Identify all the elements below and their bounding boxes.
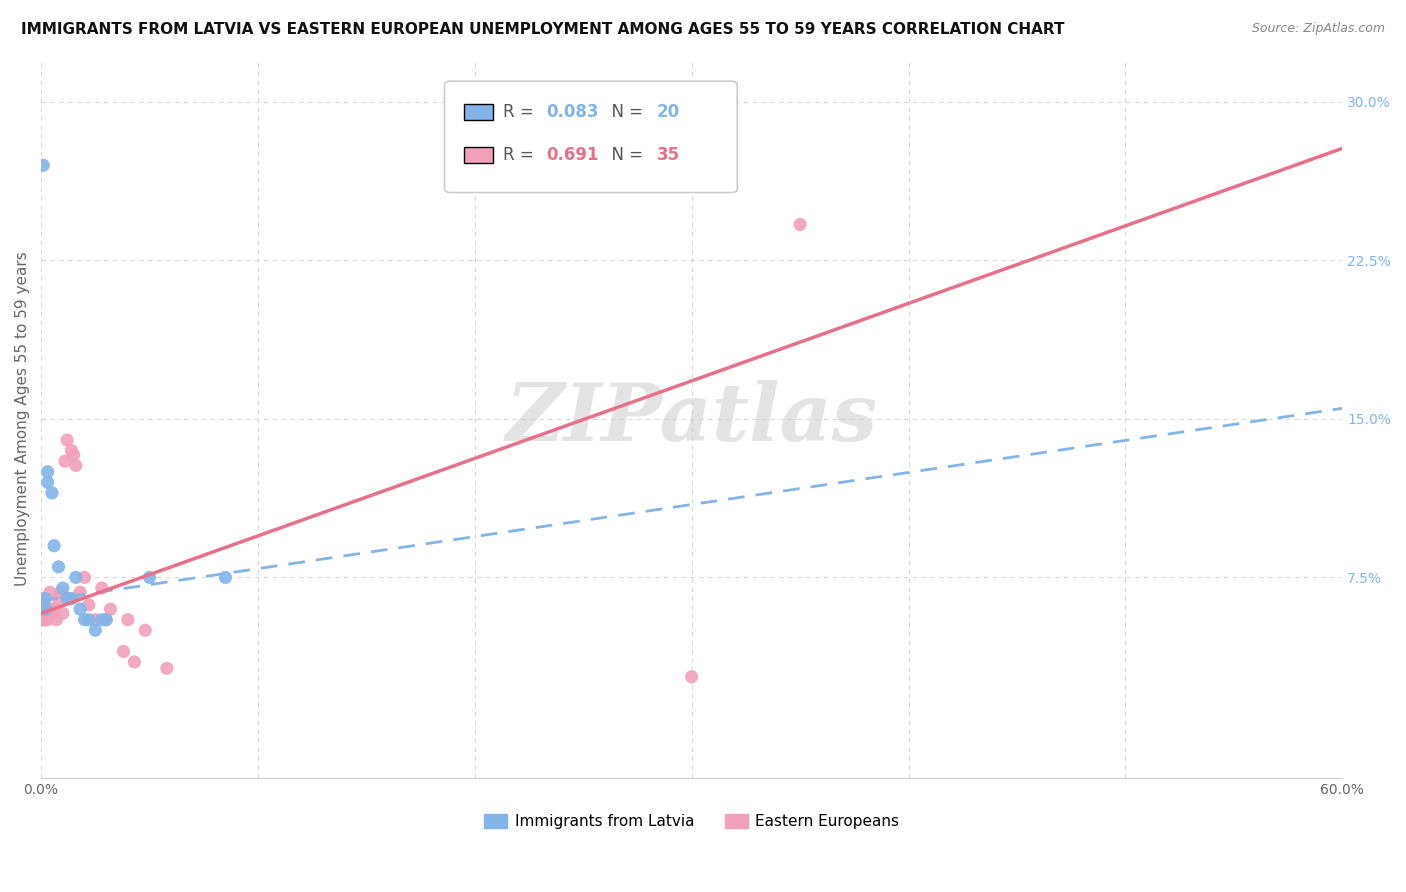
Text: 20: 20	[657, 103, 679, 121]
Point	[156, 661, 179, 675]
Point	[100, 602, 122, 616]
Point	[214, 570, 236, 584]
Point	[138, 570, 160, 584]
Point	[69, 602, 91, 616]
Text: R =: R =	[503, 146, 544, 164]
Point	[69, 585, 91, 599]
Text: IMMIGRANTS FROM LATVIA VS EASTERN EUROPEAN UNEMPLOYMENT AMONG AGES 55 TO 59 YEAR: IMMIGRANTS FROM LATVIA VS EASTERN EUROPE…	[21, 22, 1064, 37]
Point	[56, 591, 79, 606]
FancyBboxPatch shape	[464, 147, 492, 163]
Point	[56, 433, 79, 447]
Point	[90, 581, 112, 595]
Text: Source: ZipAtlas.com: Source: ZipAtlas.com	[1251, 22, 1385, 36]
Point	[60, 443, 83, 458]
Point	[96, 613, 118, 627]
Point	[49, 585, 72, 599]
Point	[32, 158, 55, 172]
Point	[38, 602, 60, 616]
Text: R =: R =	[503, 103, 544, 121]
Y-axis label: Unemployment Among Ages 55 to 59 years: Unemployment Among Ages 55 to 59 years	[15, 252, 30, 586]
Point	[96, 613, 118, 627]
Point	[34, 591, 56, 606]
Point	[112, 644, 135, 658]
Point	[73, 613, 96, 627]
Text: 0.691: 0.691	[546, 146, 599, 164]
Point	[84, 624, 107, 638]
Point	[32, 613, 55, 627]
Point	[38, 585, 60, 599]
Point	[45, 613, 67, 627]
Legend: Immigrants from Latvia, Eastern Europeans: Immigrants from Latvia, Eastern European…	[478, 808, 905, 835]
Point	[34, 602, 56, 616]
Point	[48, 559, 70, 574]
Point	[48, 591, 70, 606]
Text: N =: N =	[600, 103, 648, 121]
Point	[37, 613, 59, 627]
Point	[37, 475, 59, 490]
Point	[37, 465, 59, 479]
Point	[52, 607, 75, 621]
Text: ZIPatlas: ZIPatlas	[506, 380, 877, 458]
Text: 35: 35	[657, 146, 679, 164]
Point	[65, 570, 87, 584]
Point	[681, 670, 703, 684]
Point	[90, 613, 112, 627]
Point	[37, 602, 59, 616]
Point	[84, 613, 107, 627]
Point	[124, 655, 146, 669]
Point	[41, 607, 63, 621]
Point	[77, 598, 100, 612]
FancyBboxPatch shape	[444, 81, 737, 193]
Text: 0.083: 0.083	[546, 103, 599, 121]
Point	[117, 613, 139, 627]
Point	[789, 218, 811, 232]
Point	[77, 613, 100, 627]
Point	[42, 539, 65, 553]
Point	[52, 581, 75, 595]
Point	[42, 602, 65, 616]
Point	[134, 624, 156, 638]
Point	[32, 591, 55, 606]
Point	[34, 613, 56, 627]
Point	[58, 591, 80, 606]
Point	[62, 448, 84, 462]
Point	[65, 458, 87, 473]
Point	[41, 486, 63, 500]
Point	[60, 591, 83, 606]
Point	[34, 602, 56, 616]
Point	[73, 570, 96, 584]
FancyBboxPatch shape	[464, 104, 492, 120]
Point	[30, 602, 52, 616]
Text: N =: N =	[600, 146, 648, 164]
Point	[53, 454, 76, 468]
